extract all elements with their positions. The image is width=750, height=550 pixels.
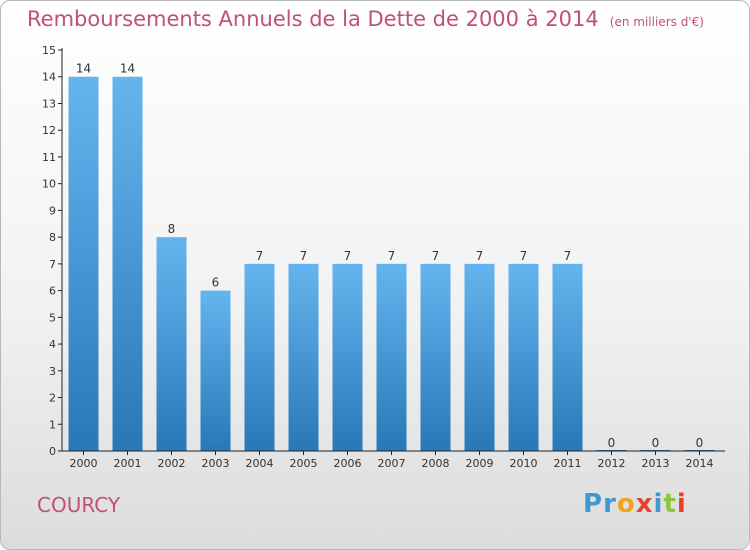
logo-letter: i (676, 489, 687, 519)
x-tick-label: 2010 (510, 457, 538, 470)
x-tick-label: 2006 (334, 457, 362, 470)
commune-name: COURCY (37, 493, 121, 517)
bar-2007 (376, 263, 407, 451)
chart-title-row: Remboursements Annuels de la Dette de 20… (27, 7, 704, 31)
data-label: 0 (608, 436, 616, 450)
data-labels-layer: 14 14 8 6 7 7 7 7 7 7 7 7 0 0 0 (76, 62, 703, 450)
data-label: 7 (256, 249, 264, 263)
x-tick-label: 2005 (290, 457, 318, 470)
y-tick-label: 10 (42, 178, 56, 191)
data-label: 7 (476, 249, 484, 263)
logo-letter: i (653, 489, 664, 519)
data-label: 0 (696, 436, 704, 450)
bar-2010 (508, 263, 539, 451)
y-tick-label: 3 (49, 365, 56, 378)
x-tick-label: 2009 (466, 457, 494, 470)
y-tick-label: 11 (42, 151, 56, 164)
data-label: 7 (300, 249, 308, 263)
logo-letter: o (616, 489, 636, 519)
x-tick-label: 2013 (642, 457, 670, 470)
data-label: 14 (76, 62, 91, 76)
logo-letter: t (663, 489, 677, 519)
data-label: 7 (520, 249, 528, 263)
bar-2002 (156, 237, 187, 451)
bar-2003 (200, 290, 231, 451)
data-label: 7 (388, 249, 396, 263)
y-tick-label: 5 (49, 311, 56, 324)
x-tick-label: 2011 (554, 457, 582, 470)
y-tick-label: 2 (49, 392, 56, 405)
y-tick-label: 14 (42, 71, 56, 84)
x-tick-label: 2014 (686, 457, 714, 470)
data-label: 7 (564, 249, 572, 263)
data-label: 7 (344, 249, 352, 263)
bar-2000 (68, 76, 99, 451)
x-tick-label: 2000 (70, 457, 98, 470)
y-tick-label: 6 (49, 285, 56, 298)
x-tick-label: 2001 (114, 457, 142, 470)
logo-letter: x (635, 489, 654, 519)
logo-letter: P (583, 489, 604, 519)
y-tick-label: 7 (49, 258, 56, 271)
y-tick-label: 9 (49, 204, 56, 217)
chart-title: Remboursements Annuels de la Dette de 20… (27, 7, 599, 31)
bar-2011 (552, 263, 583, 451)
x-axis: 2000 2001 2002 2003 2004 2005 2006 2007 2008 2009… (62, 450, 725, 470)
bar-2008 (420, 263, 451, 451)
bars-layer (68, 76, 715, 451)
bar-2001 (112, 76, 143, 451)
data-label: 0 (652, 436, 660, 450)
y-tick-label: 15 (42, 44, 56, 57)
x-tick-label: 2007 (378, 457, 406, 470)
x-tick-label: 2008 (422, 457, 450, 470)
data-label: 8 (168, 222, 176, 236)
data-label: 6 (212, 276, 220, 290)
data-label: 14 (120, 62, 135, 76)
proxiti-logo: Proxiti (583, 489, 687, 519)
chart-unit: (en milliers d'€) (609, 15, 704, 29)
y-tick-label: 13 (42, 97, 56, 110)
x-tick-label: 2012 (598, 457, 626, 470)
bar-2006 (332, 263, 363, 451)
y-tick-label: 8 (49, 231, 56, 244)
x-tick-label: 2002 (158, 457, 186, 470)
x-tick-label: 2004 (246, 457, 274, 470)
y-tick-label: 0 (49, 445, 56, 458)
y-tick-label: 4 (49, 338, 56, 351)
y-tick-label: 12 (42, 124, 56, 137)
bar-2004 (244, 263, 275, 451)
logo-letter: r (603, 489, 617, 519)
bar-2005 (288, 263, 319, 451)
x-tick-label: 2003 (202, 457, 230, 470)
y-tick-label: 1 (49, 418, 56, 431)
bar-2009 (464, 263, 495, 451)
data-label: 7 (432, 249, 440, 263)
